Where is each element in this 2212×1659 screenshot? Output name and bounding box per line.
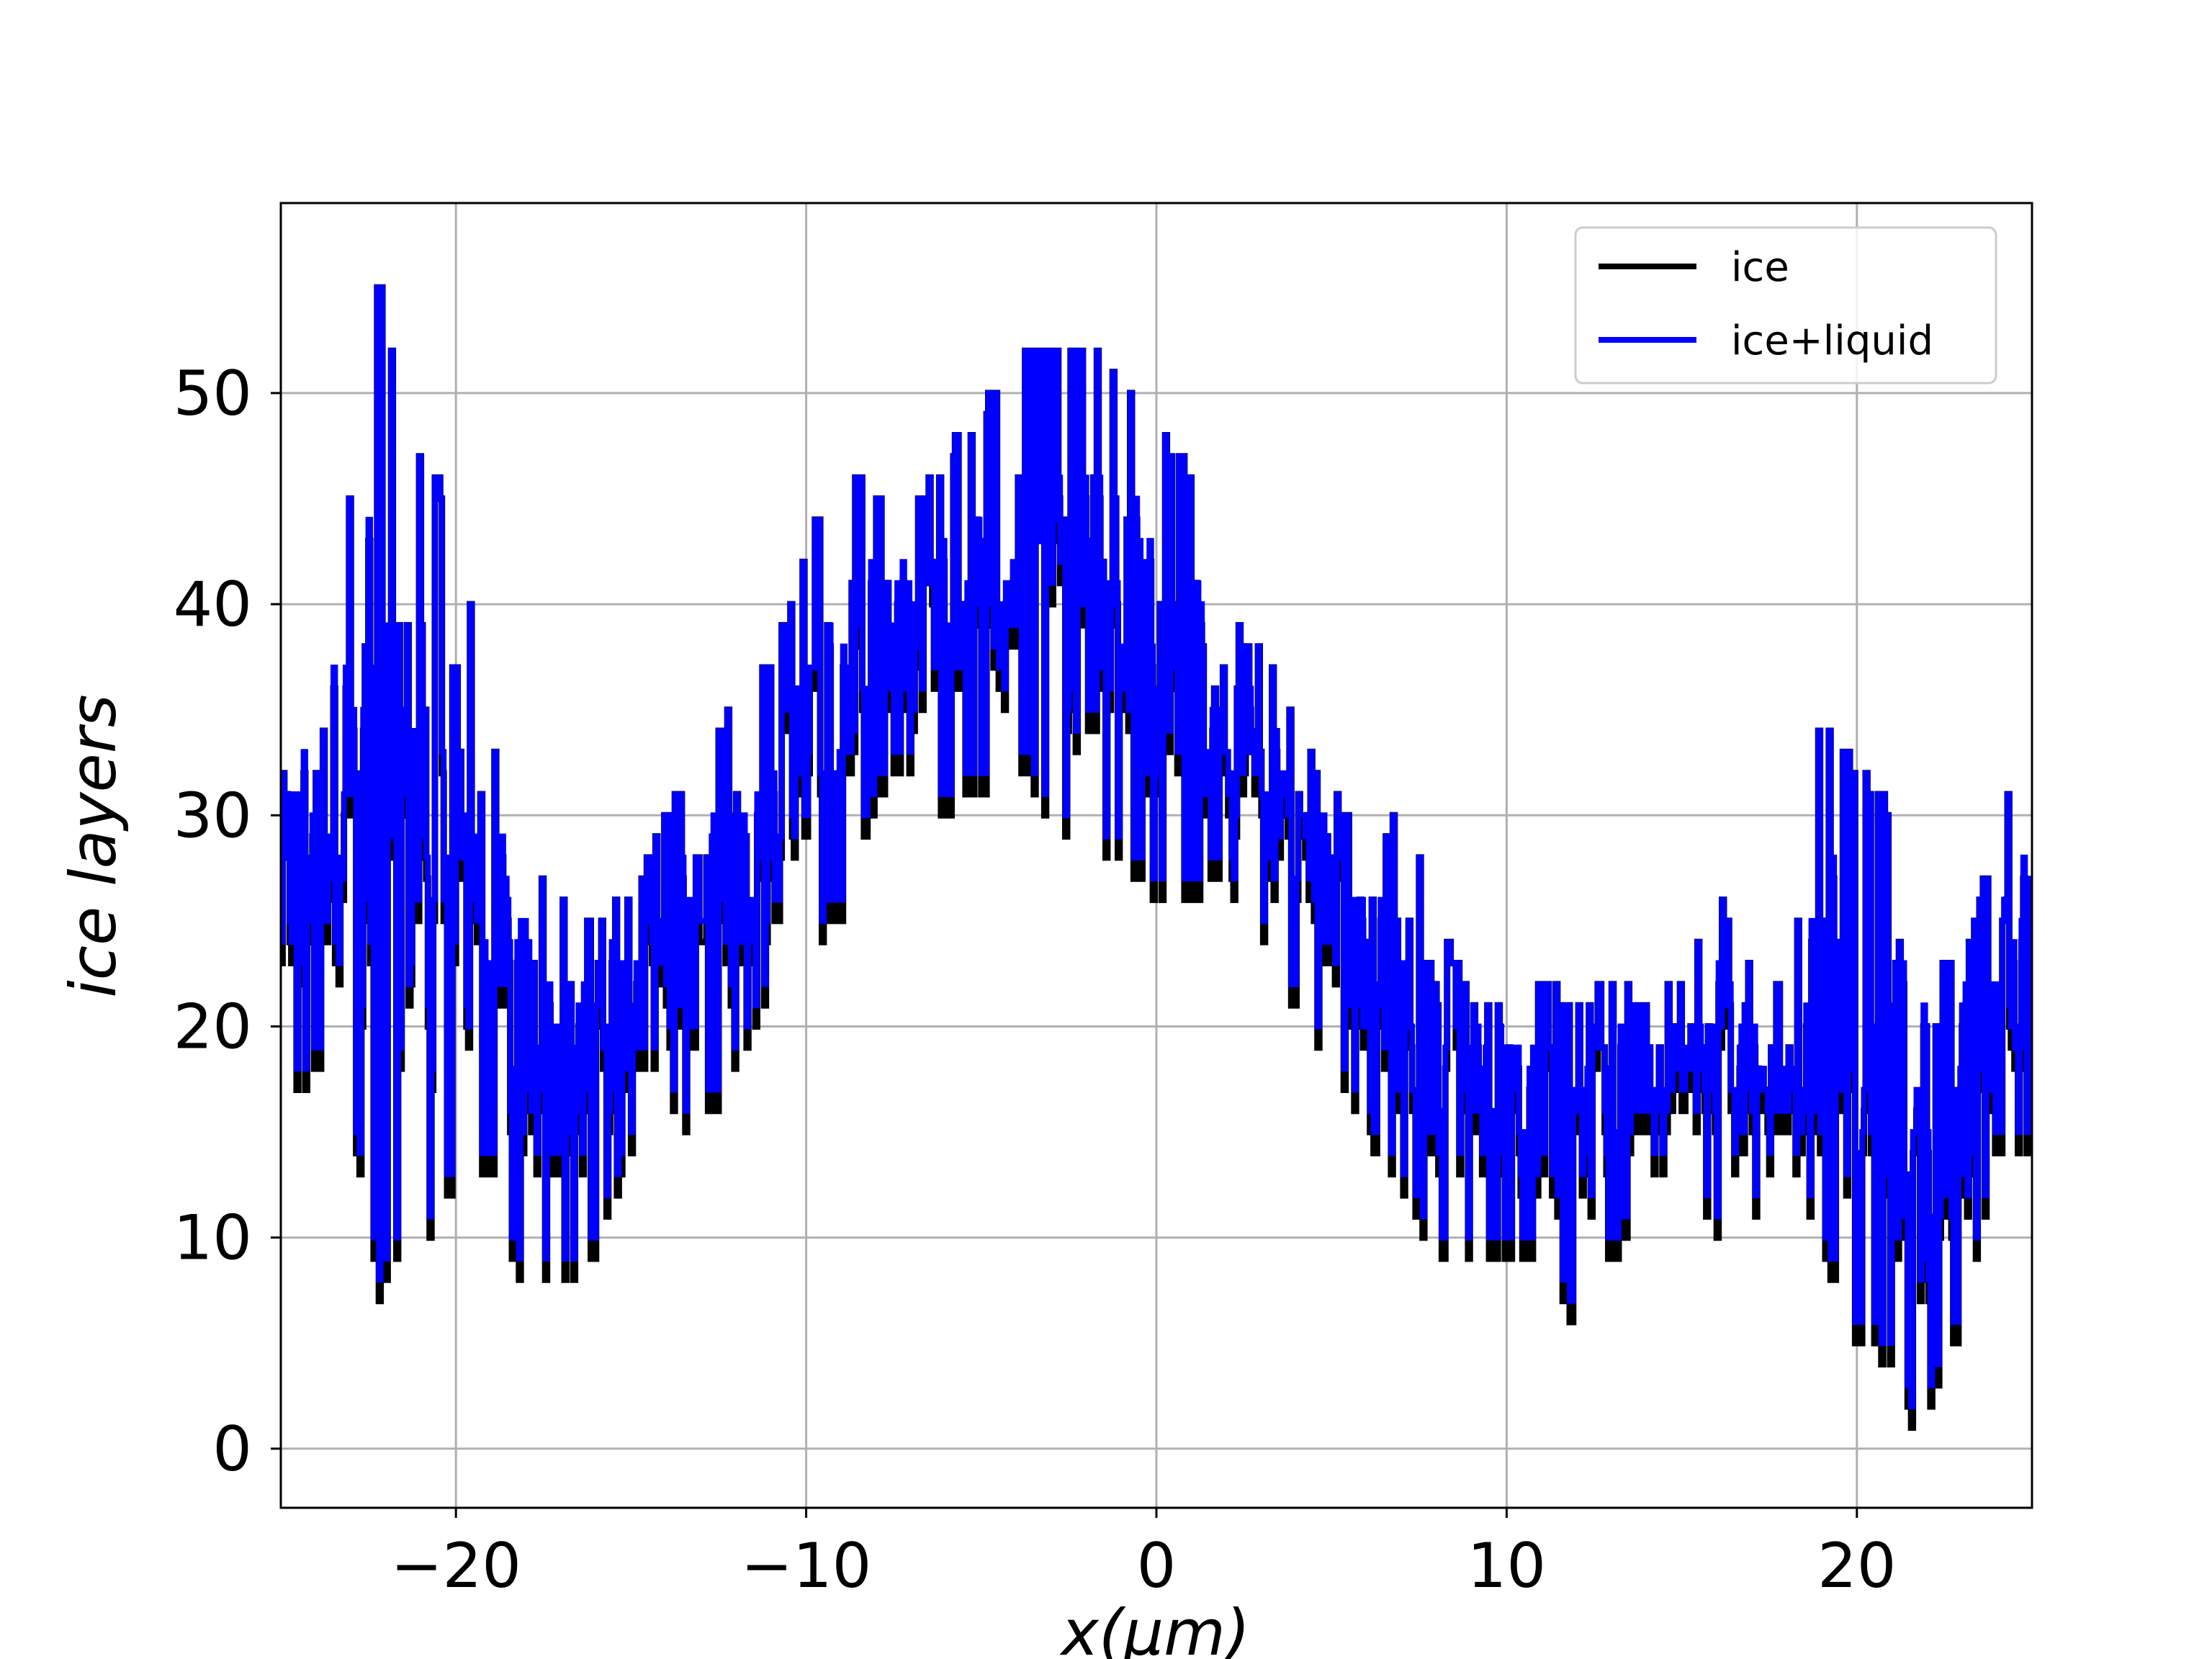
y-tick-label: 40 — [174, 569, 252, 641]
series-line-ice-liquid — [281, 284, 2032, 1410]
y-tick-label: 20 — [174, 991, 252, 1063]
axis-ticks: −20 −10 0 10 20 0 10 20 30 40 50 — [174, 358, 1897, 1602]
x-tick-label: 20 — [1817, 1530, 1896, 1602]
legend-label-ice: ice — [1731, 244, 1789, 291]
y-tick-label: 50 — [174, 358, 252, 430]
y-tick-label: 30 — [174, 780, 252, 852]
x-tick-label: 0 — [1137, 1530, 1177, 1602]
y-axis-label: ice layers — [56, 694, 130, 998]
plot-series — [281, 284, 2032, 1431]
y-tick-label: 0 — [212, 1413, 252, 1485]
x-tick-label: −20 — [390, 1530, 521, 1602]
x-tick-label: 10 — [1467, 1530, 1546, 1602]
x-tick-label: −10 — [741, 1530, 872, 1602]
legend-label-ice-liquid: ice+liquid — [1731, 318, 1933, 364]
x-axis-label: x(μm) — [1059, 1596, 1250, 1659]
y-tick-label: 10 — [174, 1202, 252, 1274]
legend: ice ice+liquid — [1574, 226, 1997, 385]
